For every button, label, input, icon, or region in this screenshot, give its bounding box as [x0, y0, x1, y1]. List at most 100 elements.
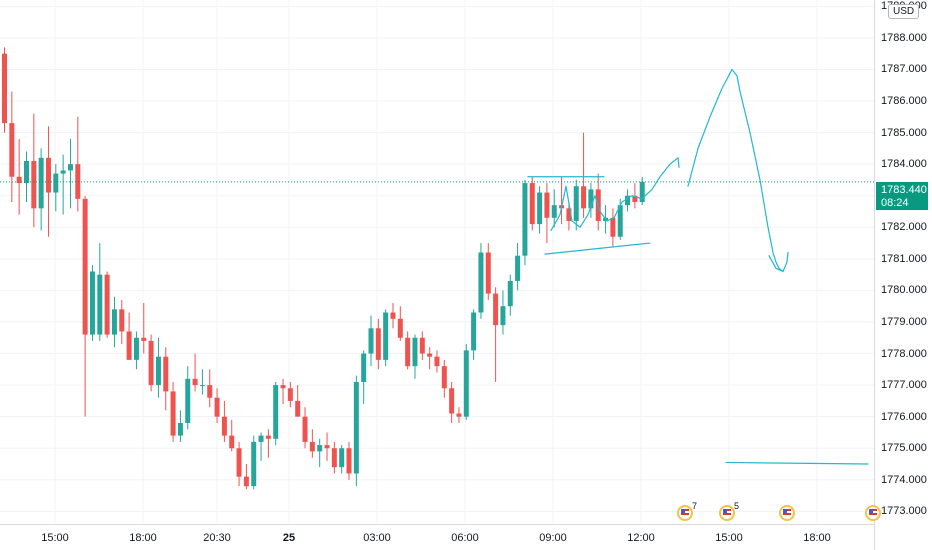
candle-body — [529, 183, 535, 225]
candle-body — [588, 189, 594, 209]
economic-event-flag-icon[interactable]: 7 — [677, 501, 697, 521]
candle-body — [551, 205, 557, 218]
economic-event-flag-icon[interactable] — [779, 505, 795, 521]
candle-body — [287, 388, 293, 401]
currency-label[interactable]: USD — [888, 4, 920, 19]
price-tick-label: 1776.000 — [881, 410, 927, 423]
candle-body — [170, 391, 176, 436]
candle-body — [243, 476, 249, 487]
candle-body — [390, 312, 396, 319]
price-tick-label: 1777.000 — [881, 379, 927, 392]
candle-body — [199, 385, 205, 387]
candle-body — [258, 435, 264, 442]
candle-body — [236, 448, 242, 477]
price-tick-label: 1786.000 — [881, 95, 927, 107]
price-tick-label: 1788.000 — [881, 31, 927, 44]
chart-plot-area[interactable] — [0, 0, 874, 524]
candle-body — [353, 381, 359, 474]
support-line — [544, 242, 651, 255]
candle-body — [97, 274, 103, 335]
time-tick-label: 06:00 — [451, 532, 479, 544]
candle-body — [566, 208, 572, 221]
candle-body — [397, 318, 403, 338]
candle-body — [346, 448, 352, 474]
candle-body — [573, 186, 579, 221]
candle-body — [273, 385, 279, 439]
candle-body — [2, 53, 7, 124]
candle-body — [500, 306, 506, 326]
candle-body — [133, 337, 139, 360]
candle-body — [23, 160, 29, 184]
us-flag-icon — [783, 509, 791, 517]
candle-body — [405, 337, 411, 367]
candlestick-chart[interactable] — [0, 0, 874, 524]
candle-body — [419, 337, 425, 354]
economic-event-flag-icon[interactable]: 5 — [719, 501, 739, 521]
economic-event-flag-icon[interactable] — [865, 505, 881, 521]
last-price-badge: 1783.440 08:24 — [876, 182, 928, 210]
last-price-value: 1783.440 — [881, 184, 927, 196]
candle-body — [16, 176, 22, 184]
candle-body — [478, 252, 484, 313]
wave-path — [550, 157, 680, 232]
price-tick-label: 1782.000 — [881, 221, 927, 234]
candle-body — [229, 435, 235, 449]
candle-body — [60, 170, 66, 174]
time-tick-label: 20:30 — [203, 532, 231, 544]
candle-body — [515, 255, 521, 281]
candle-body — [302, 416, 308, 442]
candle-body — [309, 441, 315, 452]
time-axis[interactable]: 15:00 18:00 20:30 25 03:00 06:00 09:00 12:00 15:… — [0, 524, 874, 550]
bar-countdown: 08:24 — [881, 197, 909, 209]
event-count: 5 — [734, 501, 740, 511]
candle-body — [375, 328, 381, 360]
price-tick-label: 1774.000 — [881, 473, 927, 486]
candle-body — [434, 356, 440, 367]
candle-body — [207, 385, 213, 398]
candle-body — [31, 160, 37, 209]
candle-body — [639, 181, 645, 203]
candle-body — [456, 413, 462, 417]
candle-body — [544, 192, 550, 218]
us-flag-icon — [681, 509, 689, 517]
candle-body — [383, 312, 389, 360]
candle-body — [251, 441, 257, 487]
candle-body — [177, 422, 183, 436]
projection-arrow-tip — [768, 255, 784, 273]
trend-drawings[interactable] — [527, 68, 869, 465]
candle-body — [610, 217, 616, 237]
us-flag-icon — [723, 509, 731, 517]
candle-body — [471, 312, 477, 351]
candle-body — [412, 337, 418, 367]
grid-lines — [0, 0, 874, 524]
candle-body — [265, 435, 271, 439]
candle-body — [317, 445, 323, 452]
candle-body — [119, 309, 125, 332]
price-tick-label: 1784.000 — [881, 158, 927, 171]
candle-body — [45, 157, 51, 193]
candle-body — [485, 252, 491, 294]
candle-body — [368, 328, 374, 354]
candle-body — [163, 356, 169, 392]
candle-body — [185, 378, 191, 423]
candle-body — [441, 366, 447, 389]
candle-body — [295, 400, 301, 417]
candle-body — [463, 350, 469, 417]
candle-body — [89, 271, 95, 335]
time-tick-label: 15:00 — [715, 532, 743, 544]
price-axis[interactable]: 1773.000 1774.000 1775.000 1776.000 1777.000… — [874, 0, 932, 550]
candle-body — [449, 388, 455, 414]
time-tick-label: 03:00 — [363, 532, 391, 544]
candle-body — [221, 416, 227, 436]
price-tick-label: 1773.000 — [881, 505, 927, 518]
price-tick-label: 1787.000 — [881, 63, 927, 76]
candle-body — [67, 164, 73, 171]
candle-body — [632, 195, 638, 203]
candle-body — [339, 448, 345, 468]
candle-body — [104, 274, 110, 335]
price-tick-label: 1785.000 — [881, 126, 927, 139]
candle-body — [38, 157, 44, 209]
candle-body — [427, 353, 433, 357]
candle-body — [581, 186, 587, 209]
candle-body — [331, 448, 337, 468]
